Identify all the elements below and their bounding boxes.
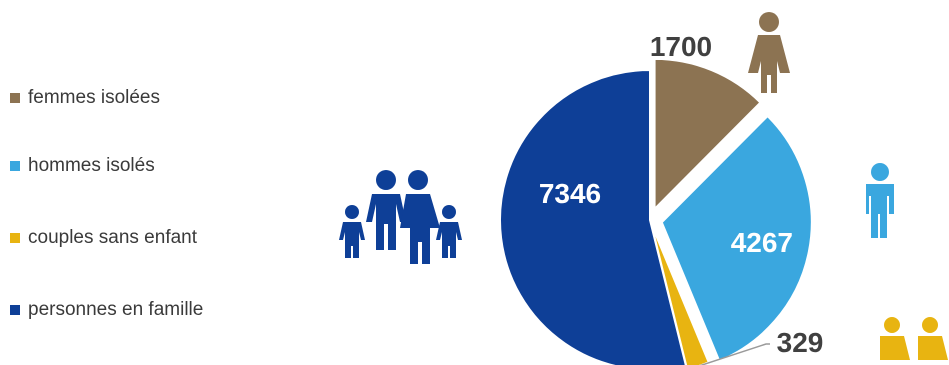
legend-item-femmes-isolees: femmes isolées — [10, 86, 160, 110]
family-icon — [339, 170, 462, 264]
legend-swatch-couples-sans-enfant — [10, 233, 20, 243]
legend-label-couples-sans-enfant: couples sans enfant — [28, 227, 198, 248]
leader-line-couples-sans-enfant — [699, 343, 770, 365]
data-label-couples-sans-enfant: 329 — [777, 327, 824, 358]
legend-swatch-hommes-isoles — [10, 161, 20, 171]
woman-icon — [748, 12, 790, 93]
chart-legend: femmes isolées hommes isolés couples san… — [10, 0, 310, 365]
pie-slice-femmes-isolees — [653, 57, 762, 212]
legend-label-personnes-en-famille: personnes en famille — [28, 299, 204, 320]
pie-data-labels: 1700 4267 329 7346 — [539, 31, 824, 365]
legend-item-couples-sans-enfant: couples sans enfant — [10, 226, 197, 250]
legend-label-femmes-isolees: femmes isolées — [28, 87, 160, 108]
data-label-femmes-isolees: 1700 — [650, 31, 712, 62]
legend-swatch-femmes-isolees — [10, 93, 20, 103]
pie-slices — [499, 57, 813, 365]
legend-label-hommes-isoles: hommes isolés — [28, 155, 155, 176]
legend-swatch-personnes-en-famille — [10, 305, 20, 315]
pie-slice-personnes-en-famille — [499, 68, 687, 365]
legend-item-personnes-en-famille: personnes en famille — [10, 298, 203, 322]
couple-icon — [880, 317, 948, 360]
man-icon — [866, 163, 894, 238]
pie-slice-hommes-isoles — [660, 114, 813, 363]
data-label-personnes-en-famille: 7346 — [539, 178, 601, 209]
legend-item-hommes-isoles: hommes isolés — [10, 154, 155, 178]
data-label-hommes-isoles: 4267 — [731, 227, 793, 258]
